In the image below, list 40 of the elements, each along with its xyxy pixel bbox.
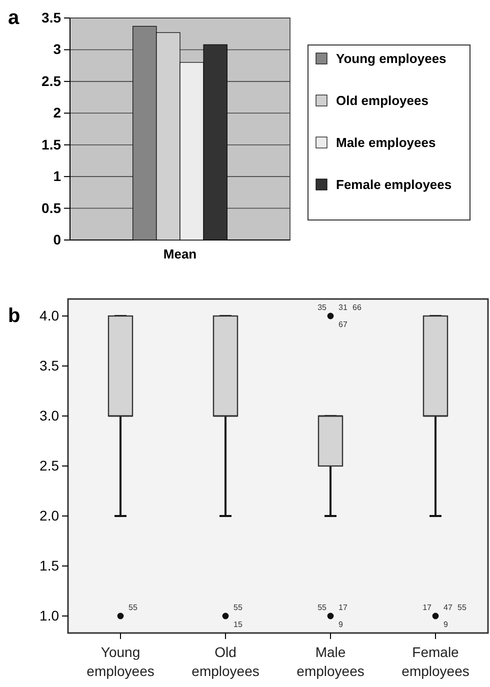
annotation: 66 <box>352 303 362 312</box>
y-tick-label: 2.0 <box>40 507 60 524</box>
y-tick-label: 1.0 <box>40 607 60 624</box>
y-tick-label: 3.5 <box>40 357 60 374</box>
chart-title: a <box>8 7 20 29</box>
chart-title: b <box>8 305 20 327</box>
y-tick-label: 2 <box>53 104 62 121</box>
x-tick-label: Old employees <box>192 644 260 679</box>
y-tick-label: 3 <box>53 41 62 58</box>
y-tick-label: 3.5 <box>42 9 62 26</box>
annotation: 31 <box>338 303 348 312</box>
annotation: 17 <box>422 603 432 612</box>
x-tick-label: Male employees <box>296 644 364 679</box>
annotation: 55 <box>128 603 138 612</box>
x-tick-label: Young employees <box>86 644 154 679</box>
legend-label: Old employees <box>336 93 428 108</box>
y-tick-label: 2.5 <box>40 457 60 474</box>
annotation: 55 <box>318 603 328 612</box>
y-tick-label: 4.0 <box>40 307 60 324</box>
annotation: 17 <box>338 603 348 612</box>
y-tick-label: 1 <box>53 168 62 184</box>
y-tick-label: 3.0 <box>40 407 60 424</box>
annotation: 9 <box>338 620 344 629</box>
y-tick-label: 1.5 <box>42 136 62 152</box>
legend-label: Male employees <box>336 135 436 150</box>
annotation: 55 <box>458 603 467 612</box>
x-tick-label: Female employees <box>402 644 470 679</box>
y-tick-label: 0.5 <box>42 200 62 216</box>
x-tick-label: Mean <box>163 246 197 262</box>
legend-label: Female employees <box>336 177 452 192</box>
annotation: 67 <box>338 320 348 329</box>
y-tick-label: 1.5 <box>40 557 60 574</box>
legend-label: Young employees <box>336 51 446 66</box>
annotation: 15 <box>234 620 243 629</box>
annotation: 47 <box>444 603 453 612</box>
y-tick-label: 2.5 <box>42 72 62 89</box>
annotation: 35 <box>318 303 328 312</box>
annotation: 9 <box>444 620 448 629</box>
annotation: 55 <box>234 603 243 612</box>
y-tick-label: 0 <box>53 231 62 248</box>
